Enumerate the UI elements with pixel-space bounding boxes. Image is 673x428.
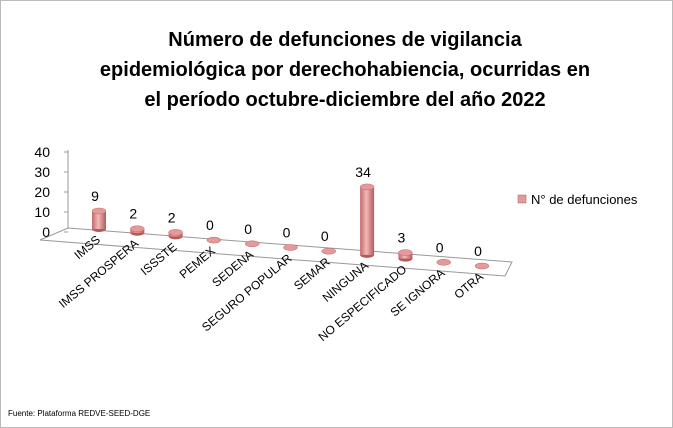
bar — [360, 186, 375, 255]
bar — [92, 211, 106, 229]
bar-top — [359, 183, 375, 191]
value-label: 2 — [168, 209, 176, 225]
bar-top — [474, 262, 490, 270]
bar-top — [91, 207, 107, 215]
bar-top — [436, 259, 451, 266]
value-label: 0 — [436, 239, 444, 255]
bar-top — [283, 244, 298, 251]
y-tick-label: 10 — [34, 204, 50, 220]
chart-title: el período octubre-diciembre del año 202… — [144, 89, 545, 111]
bar-top — [244, 240, 260, 248]
bar-top — [398, 249, 413, 256]
value-label: 2 — [129, 206, 137, 222]
y-tick-label: 0 — [42, 224, 50, 240]
chart-title: epidemiológica por derechohabiencia, ocu… — [100, 59, 590, 81]
chart-title: Número de defunciones de vigilancia — [168, 29, 522, 51]
bar-top — [206, 236, 222, 244]
legend-label: N° de defunciones — [531, 192, 638, 207]
value-label: 0 — [244, 221, 252, 237]
source: Fuente: Plataforma REDVE-SEED-DGE — [8, 409, 150, 418]
value-label: 0 — [321, 228, 329, 244]
value-label: 0 — [474, 243, 482, 259]
bar-top — [321, 247, 337, 255]
bar-top — [168, 229, 183, 236]
value-label: 0 — [283, 225, 291, 241]
value-label: 9 — [91, 188, 99, 204]
legend-swatch — [517, 194, 527, 204]
value-label: 0 — [206, 217, 214, 233]
value-label: 34 — [355, 164, 371, 180]
y-tick-label: 30 — [34, 164, 50, 180]
value-label: 3 — [398, 230, 406, 246]
y-tick-label: 20 — [34, 184, 50, 200]
bar-top — [130, 225, 145, 232]
y-tick-label: 40 — [34, 144, 50, 160]
